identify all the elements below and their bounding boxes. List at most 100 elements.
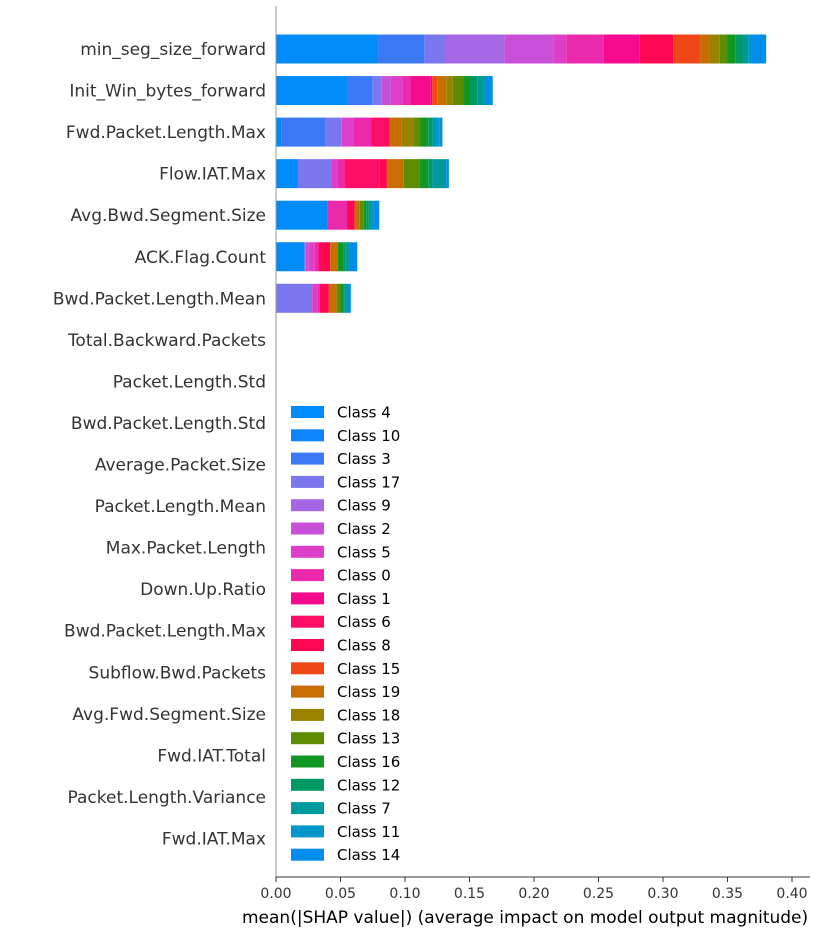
bar-segment xyxy=(337,159,345,189)
bar-segment xyxy=(331,159,338,189)
legend-swatch xyxy=(291,848,324,861)
legend-label: Class 11 xyxy=(337,823,400,841)
legend-swatch xyxy=(291,755,324,768)
bar-segment xyxy=(420,117,429,147)
legend-label: Class 8 xyxy=(337,637,391,655)
legend-swatch xyxy=(291,475,324,488)
bar-segment xyxy=(353,117,372,147)
bar-segment xyxy=(341,117,354,147)
bar-segment xyxy=(401,117,415,147)
bar-segment xyxy=(566,34,604,64)
bar-segment xyxy=(308,242,315,272)
legend-label: Class 2 xyxy=(337,520,391,538)
y-tick-label: Subflow.Bwd.Packets xyxy=(89,663,267,683)
bar-segment xyxy=(719,34,728,64)
y-tick-label: Flow.IAT.Max xyxy=(159,165,266,185)
y-tick-label: Init_Win_bytes_forward xyxy=(69,82,266,102)
bar-segment xyxy=(553,34,567,64)
bar-segment xyxy=(504,34,554,64)
bar-segment xyxy=(344,159,380,189)
bar-segment xyxy=(446,159,449,189)
y-tick-label: Fwd.IAT.Total xyxy=(157,746,266,766)
bar-segment xyxy=(304,242,306,272)
legend-swatch xyxy=(291,592,324,605)
x-tick-label: 0.05 xyxy=(325,886,356,902)
bar-segment xyxy=(432,117,436,147)
legend: Class 4 Class 10 Class 3 Class 17 Class 9 Cla… xyxy=(291,404,400,864)
bar-segment xyxy=(349,242,358,272)
bar-segment xyxy=(346,200,355,230)
bar-segment xyxy=(340,283,344,313)
bar-segment xyxy=(727,34,736,64)
legend-swatch xyxy=(291,545,324,558)
bar-segment xyxy=(463,76,470,106)
x-tick-label: 0.35 xyxy=(712,886,743,902)
bar-segment xyxy=(432,76,438,106)
y-tick-label: Average.Packet.Size xyxy=(95,456,266,476)
bar-segment xyxy=(377,34,425,64)
legend-label: Class 5 xyxy=(337,543,391,561)
y-axis-tick-labels: min_seg_size_forward Init_Win_bytes_forwa… xyxy=(53,40,266,849)
bar-segment xyxy=(297,159,332,189)
x-tick-label: 0.25 xyxy=(583,886,614,902)
bar-segment xyxy=(336,283,341,313)
legend-swatch xyxy=(291,778,324,791)
bar-segment xyxy=(314,242,319,272)
bar-segment xyxy=(428,159,433,189)
bar-segment xyxy=(276,283,313,313)
y-tick-label: ACK.Flag.Count xyxy=(135,248,267,268)
legend-label: Class 10 xyxy=(337,427,400,445)
y-tick-label: Packet.Length.Variance xyxy=(68,788,267,808)
y-tick-label: Bwd.Packet.Length.Mean xyxy=(53,289,266,309)
legend-label: Class 15 xyxy=(337,660,400,678)
bar-segment xyxy=(402,76,411,106)
legend-label: Class 19 xyxy=(337,683,400,701)
y-tick-label: Fwd.Packet.Length.Max xyxy=(66,123,266,143)
bar-segment xyxy=(752,34,767,64)
legend-label: Class 12 xyxy=(337,776,400,794)
y-tick-label: Avg.Fwd.Segment.Size xyxy=(72,705,266,725)
bar-segment xyxy=(735,34,743,64)
bar-segment xyxy=(366,200,369,230)
bar-segment xyxy=(276,117,282,147)
legend-swatch xyxy=(291,708,324,721)
bar-segment xyxy=(319,283,329,313)
bar-segment xyxy=(432,159,447,189)
legend-label: Class 7 xyxy=(337,800,391,818)
legend-swatch xyxy=(291,732,324,745)
bar-segment xyxy=(446,76,453,106)
bar-segment xyxy=(603,34,640,64)
bar-segment xyxy=(281,117,326,147)
legend-label: Class 13 xyxy=(337,730,400,748)
bar-segment xyxy=(345,242,350,272)
bar-segment xyxy=(381,76,391,106)
bar-segment xyxy=(343,283,345,313)
y-tick-label: Total.Backward.Packets xyxy=(67,331,266,351)
legend-swatch xyxy=(291,406,324,418)
bar-segment xyxy=(484,76,493,106)
bar-segment xyxy=(410,76,431,106)
bar-segment xyxy=(318,242,331,272)
bar-segment xyxy=(343,242,346,272)
legend-swatch xyxy=(291,522,324,535)
bar-segment xyxy=(439,117,443,147)
bar-segment xyxy=(477,76,485,106)
bar-segment xyxy=(368,200,372,230)
y-tick-label: Down.Up.Ratio xyxy=(140,580,266,600)
bar-segment xyxy=(325,117,342,147)
bar-segment xyxy=(276,76,347,106)
bar-segment xyxy=(276,34,378,64)
y-tick-label: Packet.Length.Std xyxy=(113,372,266,392)
bar-segment xyxy=(639,34,674,64)
y-tick-label: min_seg_size_forward xyxy=(80,40,266,60)
bar-segment xyxy=(276,200,328,230)
bar-segment xyxy=(346,283,351,313)
bar-segment xyxy=(372,76,382,106)
legend-swatch xyxy=(291,662,324,675)
y-tick-label: Max.Packet.Length xyxy=(106,539,266,559)
bar-segment xyxy=(709,34,720,64)
bar-segment xyxy=(344,283,347,313)
legend-swatch xyxy=(291,825,324,838)
bar-segment xyxy=(327,200,347,230)
